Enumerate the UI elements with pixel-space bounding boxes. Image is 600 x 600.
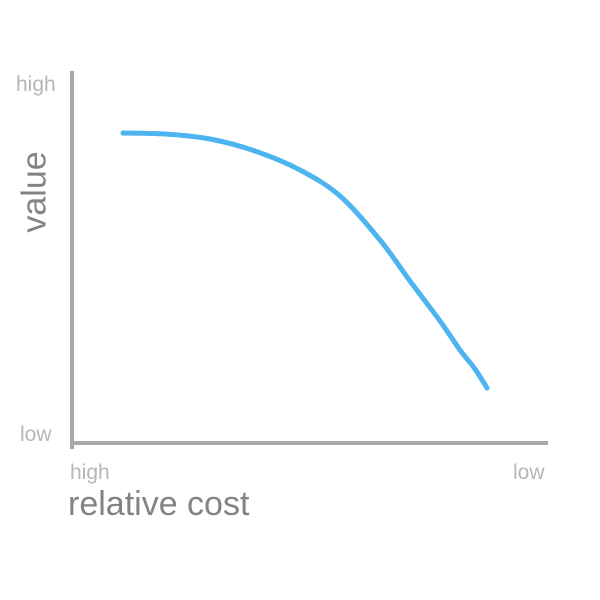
y-axis-high-label: high <box>16 73 56 96</box>
x-axis-high-label: high <box>70 461 110 484</box>
y-axis-title: value <box>15 151 54 233</box>
y-axis-low-label: low <box>20 423 52 446</box>
value-curve-line <box>120 130 490 391</box>
y-axis-line <box>70 71 74 449</box>
x-axis-line <box>70 441 548 445</box>
x-axis-low-label: low <box>513 461 545 484</box>
x-axis-title: relative cost <box>68 485 250 523</box>
